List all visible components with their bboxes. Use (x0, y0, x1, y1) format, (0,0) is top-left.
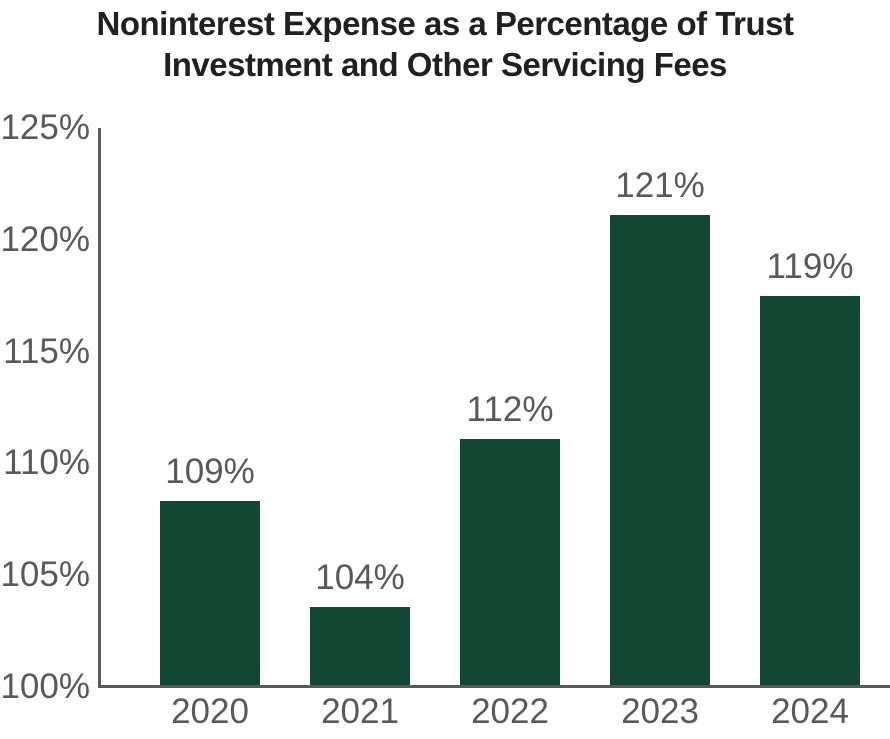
y-axis-tick-label: 110% (3, 443, 90, 483)
x-axis-tick-label: 2024 (771, 692, 849, 731)
bar-2023 (610, 215, 710, 687)
bar-2021 (310, 606, 410, 687)
y-axis-tick-label: 100% (0, 667, 90, 706)
bar-value-label: 112% (466, 389, 554, 429)
x-axis-tick-label: 2023 (621, 692, 699, 731)
x-axis-tick-label: 2021 (321, 692, 399, 731)
bar-value-label: 109% (165, 452, 255, 492)
bar-value-label: 121% (615, 166, 705, 206)
y-axis-tick-label: 115% (3, 331, 90, 371)
y-axis-tick-label: 105% (0, 555, 90, 595)
bar-value-label: 119% (766, 246, 854, 286)
y-axis-line (98, 128, 101, 688)
chart-title-line2: Investment and Other Servicing Fees (163, 46, 727, 83)
y-axis-tick-label: 120% (0, 219, 90, 259)
bar-value-label: 104% (315, 557, 405, 597)
chart-title: Noninterest Expense as a Percentage of T… (0, 3, 890, 85)
bar-2020 (160, 501, 260, 687)
bar-2024 (760, 295, 860, 687)
x-axis-tick-label: 2022 (471, 692, 549, 731)
x-axis-line (98, 685, 890, 688)
bar-2022 (460, 438, 560, 687)
chart-title-line1: Noninterest Expense as a Percentage of T… (96, 5, 794, 42)
y-axis-tick-label: 125% (0, 108, 90, 147)
x-axis-tick-label: 2020 (171, 692, 249, 731)
